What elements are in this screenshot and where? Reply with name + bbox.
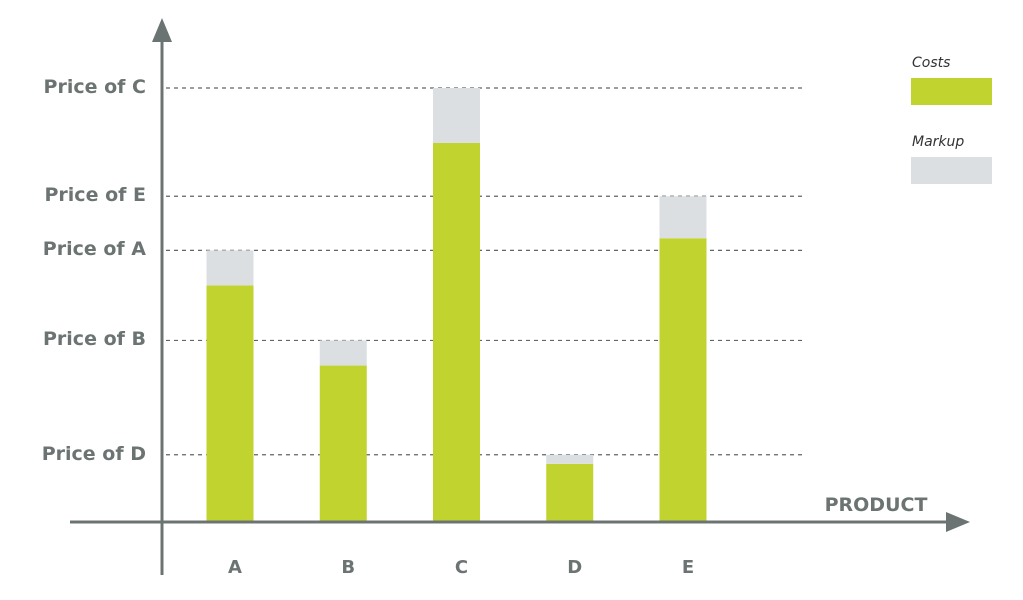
bar-d-costs — [546, 463, 594, 521]
bar-b-markup — [319, 340, 367, 366]
legend-swatch-markup — [911, 157, 992, 184]
x-axis-arrow-icon — [946, 512, 970, 532]
y-tick-label: Price of A — [42, 238, 146, 261]
legend-label-costs: Costs — [912, 55, 951, 71]
y-tick-label: Price of D — [41, 442, 146, 465]
bar-a-markup — [206, 250, 254, 286]
axes — [70, 18, 970, 575]
bar-b-costs — [319, 365, 367, 521]
x-tick-label: D — [567, 557, 583, 578]
bar-c-costs — [433, 142, 480, 521]
y-tick-label: Price of E — [44, 184, 147, 207]
legend-label-markup: Markup — [912, 134, 965, 150]
y-axis-arrow-icon — [152, 18, 172, 42]
y-tick-label: Price of B — [43, 328, 146, 351]
bar-d-markup — [546, 454, 594, 464]
bar-e-costs — [659, 238, 707, 521]
gridlines — [166, 87, 802, 456]
bar-c-markup — [433, 88, 480, 143]
x-tick-label: A — [228, 557, 242, 578]
x-tick-label: C — [454, 557, 469, 578]
x-axis-title: PRODUCT — [824, 494, 928, 516]
bar-a-costs — [206, 285, 254, 521]
bars — [206, 88, 707, 521]
bar-e-markup — [659, 196, 707, 239]
x-tick-label: E — [681, 557, 695, 578]
legend-swatch-costs — [911, 78, 992, 105]
x-tick-label: B — [341, 557, 356, 578]
y-tick-label: Price of C — [43, 76, 146, 98]
